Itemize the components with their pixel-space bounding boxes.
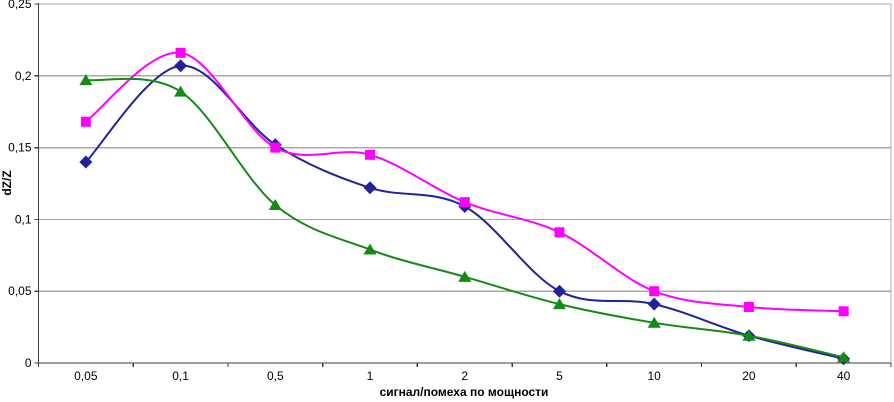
- triangle-marker: [458, 270, 472, 282]
- x-tick-label: 40: [837, 369, 851, 383]
- y-tick-label: 0,25: [8, 0, 32, 11]
- y-axis-title: dZ/Z: [0, 170, 14, 195]
- series-3: [79, 74, 851, 363]
- y-tick-label: 0,1: [15, 212, 32, 226]
- triangle-marker: [363, 243, 377, 255]
- triangle-marker: [79, 74, 93, 86]
- square-marker: [838, 306, 849, 317]
- axes-group: [34, 3, 892, 367]
- gridlines-group: [38, 3, 892, 363]
- x-tick-label: 0,05: [74, 369, 98, 383]
- square-marker: [365, 149, 376, 160]
- x-tick-label: 2: [461, 369, 468, 383]
- square-marker: [175, 47, 186, 58]
- square-marker: [459, 197, 470, 208]
- square-marker: [554, 227, 565, 238]
- square-marker: [649, 286, 660, 297]
- triangle-marker: [647, 316, 661, 328]
- series-line-3: [85, 77, 844, 359]
- diamond-marker: [363, 181, 377, 195]
- square-marker: [80, 116, 91, 127]
- series-group: [79, 47, 851, 366]
- x-tick-label: 10: [648, 369, 662, 383]
- triangle-marker: [174, 85, 188, 97]
- x-axis-title: сигнал/помеха по мощности: [380, 385, 549, 399]
- diamond-marker: [647, 297, 661, 311]
- diamond-marker: [174, 59, 188, 73]
- x-tick-label: 5: [556, 369, 563, 383]
- diamond-marker: [79, 155, 93, 169]
- triangle-marker: [268, 199, 282, 211]
- x-tick-label: 1: [367, 369, 374, 383]
- diamond-marker: [552, 284, 566, 298]
- x-tick-label: 0,5: [267, 369, 284, 383]
- x-tick-label: 20: [742, 369, 756, 383]
- x-tick-label: 0,1: [172, 369, 189, 383]
- tick-labels-group: 0 0,05 0,1 0,15 0,2 0,25 0,05 0,1 0,5 1 2 5 10 20 40: [8, 0, 850, 383]
- series-2: [80, 47, 849, 317]
- series-line-2: [85, 51, 844, 313]
- triangle-marker: [742, 329, 756, 341]
- square-marker: [270, 142, 281, 153]
- square-marker: [743, 301, 754, 312]
- y-tick-label: 0: [25, 356, 32, 370]
- triangle-marker: [552, 298, 566, 310]
- y-tick-label: 0,05: [8, 284, 32, 298]
- triangle-marker: [837, 351, 851, 363]
- y-tick-label: 0,2: [15, 69, 32, 83]
- y-tick-label: 0,15: [8, 141, 32, 155]
